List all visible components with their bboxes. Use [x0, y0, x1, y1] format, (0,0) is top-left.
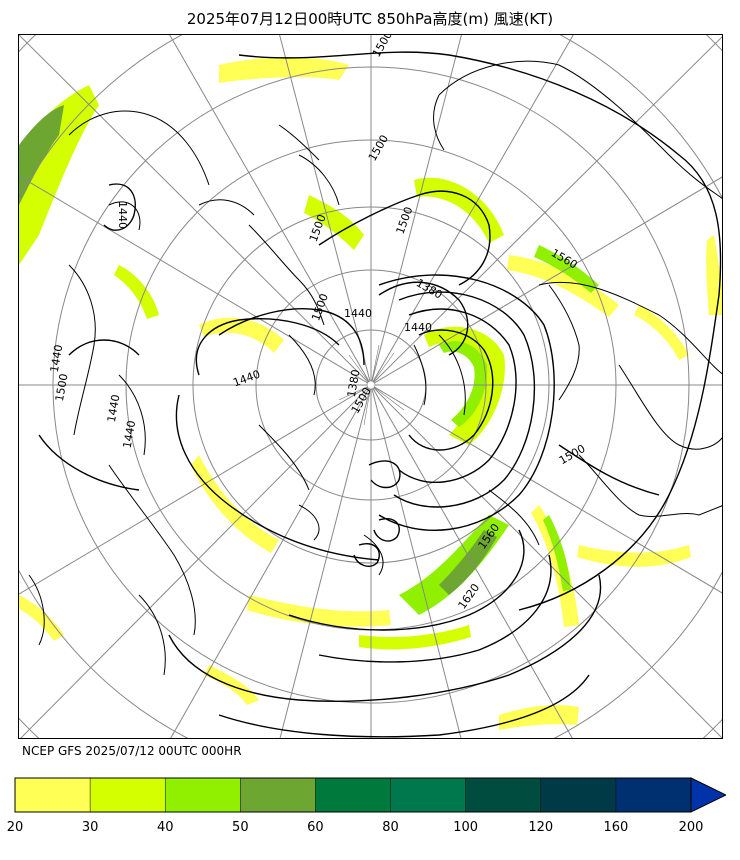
contour-label: 1500 [366, 133, 391, 164]
contour-label: 1380 [414, 276, 445, 301]
colorbar-tick-label: 100 [453, 820, 479, 835]
colorbar-tick-label: 30 [81, 820, 99, 835]
colorbar-cell [540, 778, 616, 812]
colorbar-cell [165, 778, 241, 812]
height-contours [38, 51, 722, 738]
map-canvas: 1500 1500 1500 1440 1560 1380 1440 1440 … [19, 35, 722, 738]
contour-label: 1440 [121, 419, 139, 449]
contour-label: 1500 [53, 373, 71, 403]
colorbar-tick-label: 50 [232, 820, 249, 835]
colorbar-tick-label: 60 [307, 820, 324, 835]
colorbar-cell [390, 778, 466, 812]
contour-label: 1440 [105, 393, 123, 423]
colorbar-cell [315, 778, 391, 812]
colorbar-tick-label: 20 [6, 820, 24, 835]
contour-label: 1500 [557, 442, 588, 467]
contour-label: 1440 [344, 307, 372, 320]
colorbar-tick-label: 160 [603, 820, 629, 835]
wind-speed-colorbar [14, 777, 726, 813]
colorbar-cell [240, 778, 316, 812]
wind-shading [19, 57, 722, 730]
coastlines [28, 60, 722, 676]
colorbar-tick-label: 40 [156, 820, 174, 835]
contour-label: 1440 [116, 201, 129, 229]
colorbar-tick-label: 200 [678, 820, 704, 835]
contour-label: 1500 [370, 35, 395, 59]
contour-label: 1380 [345, 368, 363, 398]
contour-label: 1440 [404, 321, 432, 334]
pole-convergence [338, 344, 405, 426]
colorbar-tick-label: 80 [382, 820, 399, 835]
polar-stereographic-map: 1500 1500 1500 1440 1560 1380 1440 1440 … [18, 34, 723, 739]
data-source-label: NCEP GFS 2025/07/12 00UTC 000HR [22, 744, 242, 758]
contour-label: 1500 [394, 205, 416, 236]
colorbar-cell [90, 778, 166, 812]
colorbar-cell [465, 778, 541, 812]
colorbar-cell [615, 778, 691, 812]
colorbar-tick-label: 120 [528, 820, 554, 835]
contour-label: 1440 [231, 368, 262, 390]
colorbar-cell [15, 778, 91, 812]
colorbar-ticks: 20 30 40 50 60 80 100 120 160 200 [0, 820, 740, 840]
map-title: 2025年07月12日00時UTC 850hPa高度(m) 風速(KT) [186, 10, 554, 28]
contour-label: 1440 [48, 344, 66, 374]
